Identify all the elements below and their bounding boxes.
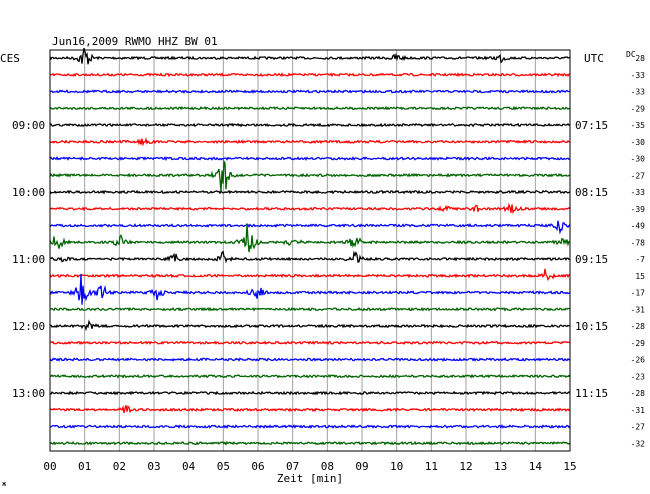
- trace-line: [49, 223, 571, 253]
- x-tick-label: 00: [43, 460, 56, 473]
- trace-line: [49, 357, 571, 362]
- x-tick-labels: 00 01 02 03 04 05 06 07 08 09 10 11 12 13 14 15: [43, 460, 576, 473]
- left-time-label: 10:00: [12, 186, 45, 199]
- dc-offset-label: -32: [631, 439, 646, 448]
- dc-offset-label: -33: [631, 188, 646, 197]
- dc-offset-label: -17: [631, 289, 646, 298]
- dc-offset-label: -33: [631, 88, 646, 97]
- x-tick-label: 14: [529, 460, 543, 473]
- left-time-label: 11:00: [12, 253, 45, 266]
- dc-offset-label: -30: [631, 155, 646, 164]
- trace-line: [49, 390, 571, 396]
- x-tick-label: 13: [494, 460, 507, 473]
- dc-offset-label: -78: [631, 238, 646, 247]
- dc-offset-label: -28: [631, 322, 646, 331]
- trace-line: [49, 373, 571, 379]
- x-tick-label: 07: [286, 460, 299, 473]
- x-axis-label: Zeit [min]: [277, 472, 343, 485]
- seismic-traces: [49, 47, 571, 446]
- trace-line: [49, 340, 571, 346]
- trace-line: [49, 306, 571, 312]
- left-time-label: 09:00: [12, 119, 45, 132]
- trace-line: [49, 105, 571, 111]
- dc-offset-label: -31: [631, 305, 646, 314]
- chart-title: Jun16,2009 RWMO HHZ BW 01: [52, 35, 218, 48]
- x-tick-label: 11: [425, 460, 438, 473]
- dc-offset-label: -23: [631, 372, 646, 381]
- trace-line: [49, 250, 570, 264]
- left-time-label: 12:00: [12, 320, 45, 333]
- x-tick-label: 06: [251, 460, 264, 473]
- right-time-label: 10:15: [575, 320, 608, 333]
- dc-offset-label: -27: [631, 171, 646, 180]
- dc-offset-label: -7: [635, 255, 645, 264]
- dc-offset-label: -26: [631, 356, 646, 365]
- right-time-label: 08:15: [575, 186, 608, 199]
- x-tick-label: 10: [390, 460, 403, 473]
- x-tick-label: 08: [321, 460, 334, 473]
- minute-grid: [84, 50, 536, 451]
- x-tick-label: 12: [459, 460, 472, 473]
- plot-frame: [49, 49, 571, 452]
- x-tick-label: 04: [182, 460, 196, 473]
- dc-offset-label: -27: [631, 423, 646, 432]
- left-time-label: 13:00: [12, 387, 45, 400]
- dc-offset-label: -30: [631, 138, 646, 147]
- x-tick-label: 09: [355, 460, 368, 473]
- trace-line: [49, 202, 571, 214]
- right-time-label: 07:15: [575, 119, 608, 132]
- dc-offset-labels: 28 -33 -33 -29 -35 -30 -30 -27 -33 -39 -49 -78 -7 15 -…: [631, 54, 646, 448]
- corner-mark: ж: [2, 480, 7, 488]
- trace-line: [49, 220, 571, 235]
- trace-line: [49, 268, 571, 282]
- trace-line: [49, 440, 571, 446]
- left-zone-label: CES: [0, 52, 20, 65]
- dc-offset-label: -33: [631, 71, 646, 80]
- x-tick-label: 15: [563, 460, 576, 473]
- trace-line: [49, 273, 571, 305]
- dc-offset-label: -49: [631, 222, 646, 231]
- trace-line: [49, 72, 571, 78]
- trace-line: [50, 424, 571, 429]
- time-labels: 09:00 10:00 11:00 12:00 13:00 07:15 08:15 09:15…: [12, 119, 608, 400]
- trace-line: [49, 405, 571, 414]
- dc-offset-label: 28: [635, 54, 645, 63]
- trace-line: [49, 89, 571, 94]
- x-tick-label: 02: [113, 460, 126, 473]
- dc-offset-label: -28: [631, 389, 646, 398]
- trace-line: [49, 189, 571, 195]
- right-time-label: 11:15: [575, 387, 608, 400]
- x-tick-label: 01: [78, 460, 91, 473]
- trace-line: [49, 159, 571, 192]
- dc-offset-header: DC: [626, 50, 636, 59]
- dc-offset-label: -39: [631, 205, 646, 214]
- dc-offset-label: -29: [631, 339, 646, 348]
- trace-line: [49, 122, 571, 128]
- trace-line: [49, 156, 570, 161]
- dc-offset-label: -31: [631, 406, 646, 415]
- x-tick-label: 05: [217, 460, 230, 473]
- dc-offset-label: -35: [631, 121, 646, 130]
- right-zone-label: UTC: [584, 52, 604, 65]
- right-time-label: 09:15: [575, 253, 608, 266]
- x-tick-label: 03: [147, 460, 160, 473]
- trace-line: [49, 137, 571, 147]
- trace-line: [49, 319, 571, 332]
- trace-line: [49, 47, 571, 65]
- dc-offset-label: 15: [635, 272, 645, 281]
- dc-offset-label: -29: [631, 104, 646, 113]
